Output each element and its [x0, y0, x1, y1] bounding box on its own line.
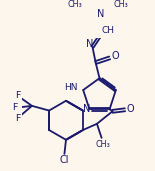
Text: N: N: [83, 104, 91, 114]
Text: CH₃: CH₃: [113, 0, 128, 9]
Text: CH₃: CH₃: [96, 140, 111, 149]
Text: CH₃: CH₃: [68, 0, 83, 9]
Text: Cl: Cl: [60, 155, 69, 165]
Text: O: O: [127, 104, 134, 114]
Text: F: F: [15, 91, 21, 100]
Text: HN: HN: [64, 83, 78, 92]
Text: F: F: [12, 103, 18, 112]
Text: F: F: [15, 114, 21, 123]
Text: N: N: [97, 9, 104, 19]
Text: N: N: [86, 39, 93, 49]
Text: O: O: [111, 51, 119, 61]
Text: CH: CH: [102, 26, 115, 35]
